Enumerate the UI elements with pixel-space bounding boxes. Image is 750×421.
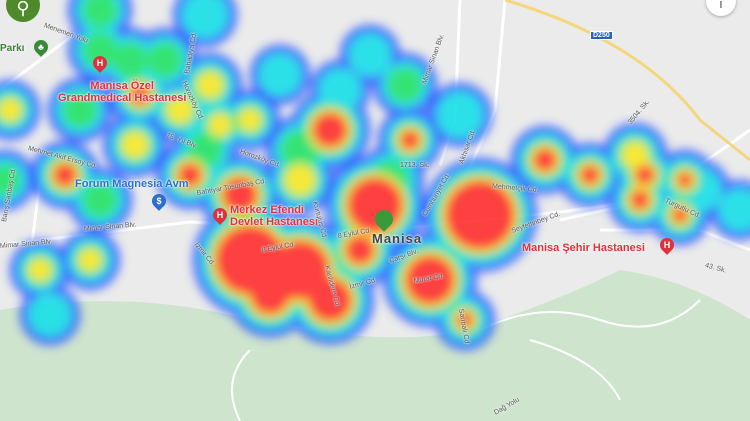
heat-blob (400, 130, 420, 150)
heat-blob (347, 177, 403, 233)
heat-blob (457, 312, 473, 328)
street-label: 1713. Sk. (400, 162, 430, 169)
heat-blob (208, 113, 232, 137)
heat-blob (121, 131, 149, 159)
heat-blob (147, 42, 183, 78)
heat-blob (82, 182, 118, 218)
heat-blob (130, 85, 150, 105)
heat-blob (445, 180, 515, 250)
heat-blob (387, 67, 423, 103)
heat-blob (0, 164, 21, 196)
heat-blob (28, 258, 52, 282)
heat-blob (166, 96, 194, 124)
heatmap-layer (0, 0, 750, 350)
heat-blob (348, 33, 392, 77)
heat-blob (318, 68, 362, 112)
heat-blob (280, 130, 320, 170)
shopping-icon: $ (149, 191, 169, 211)
hospital-icon: H (210, 205, 230, 225)
heat-blob (718, 188, 750, 232)
heat-blob (312, 112, 348, 148)
heat-blob (533, 148, 557, 172)
info-icon: i (719, 0, 723, 11)
heat-blob (62, 92, 98, 128)
heat-blob (677, 172, 693, 188)
heat-blob (436, 91, 484, 139)
heat-blob (238, 108, 262, 132)
heat-blob (178, 163, 202, 187)
heat-blob (112, 42, 148, 78)
hospital-icon: H (90, 53, 110, 73)
heat-blob (53, 163, 77, 187)
highway-d250 (504, 0, 750, 162)
heat-blob (635, 165, 655, 185)
heat-blob (345, 235, 375, 265)
heat-blob (82, 32, 118, 68)
search-button[interactable]: ⚲ (6, 0, 40, 22)
heat-blob (0, 98, 22, 122)
heat-blob (308, 278, 352, 322)
poi-merkez-efendi[interactable]: Merkez Efendi Devlet Hastanesi (230, 204, 319, 228)
heat-blob (672, 207, 688, 223)
info-button[interactable]: i (706, 0, 736, 16)
heat-blob (250, 275, 290, 315)
poi-park[interactable]: Parkı (0, 43, 25, 54)
heat-blob (78, 248, 102, 272)
poi-grandmedical[interactable]: Manisa Özel Grandmedical Hastanesi (58, 80, 186, 104)
heat-blob (196, 71, 224, 99)
heat-blob (630, 190, 650, 210)
heat-blob (405, 255, 455, 305)
heat-blob (580, 165, 600, 185)
heat-blob (222, 177, 258, 213)
heat-blob (284, 164, 316, 196)
hospital-icon: H (657, 235, 677, 255)
highway-shield: D250 (590, 31, 613, 40)
heat-blob (181, 0, 229, 39)
park-area (0, 270, 750, 421)
heat-blob (187, 132, 223, 168)
heat-blob (28, 293, 72, 337)
city-label: Manisa (372, 231, 423, 246)
heat-blob (82, 0, 118, 28)
heat-blob (258, 53, 302, 97)
poi-sehir-hastanesi[interactable]: Manisa Şehir Hastanesi (522, 242, 645, 254)
poi-label: Manisa Özel Grandmedical Hastanesi (58, 80, 187, 104)
poi-forum-magnesia[interactable]: Forum Magnesia Avm (75, 178, 189, 190)
park-icon: ♣ (31, 37, 51, 57)
search-icon: ⚲ (16, 0, 30, 18)
